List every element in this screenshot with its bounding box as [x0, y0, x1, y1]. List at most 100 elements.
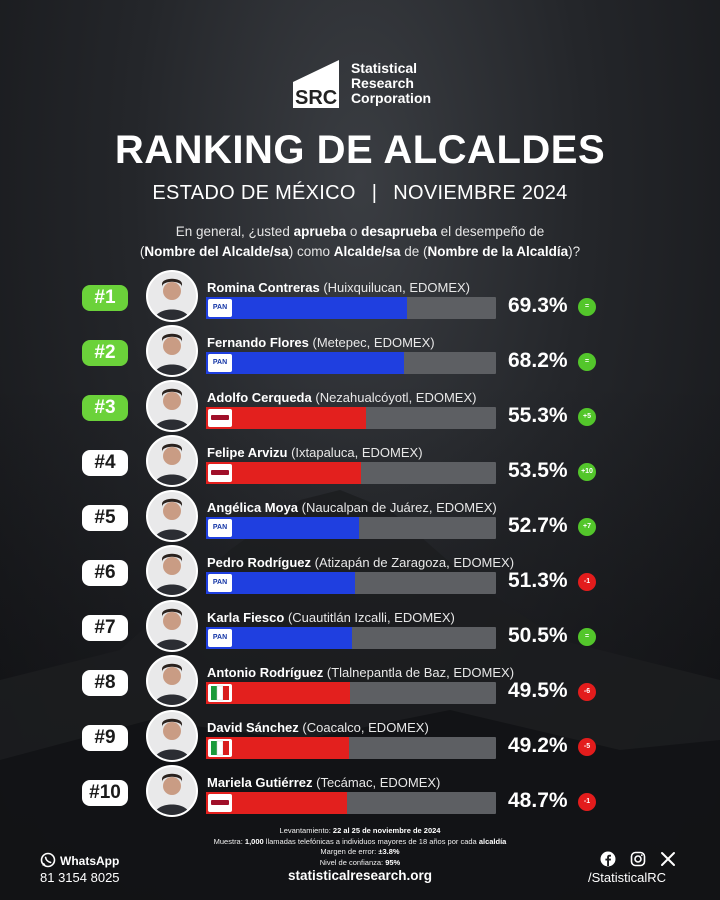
candidate-location: (Atizapán de Zaragoza, EDOMEX)	[314, 555, 515, 570]
ranking-row: #8 Antonio Rodríguez (Tlalnepantla de Baz…	[0, 655, 720, 710]
avatar	[146, 490, 198, 542]
morena-logo-icon	[208, 794, 232, 812]
change-badge: +5	[578, 408, 596, 426]
social-icons	[600, 851, 676, 872]
change-badge: -5	[578, 738, 596, 756]
bar-track	[206, 737, 496, 759]
change-badge: =	[578, 628, 596, 646]
change-badge: +10	[578, 463, 596, 481]
candidate-location: (Nezahualcóyotl, EDOMEX)	[315, 390, 477, 405]
approval-value: 48.7%	[508, 789, 568, 812]
candidate-label: Adolfo Cerqueda (Nezahualcóyotl, EDOMEX)	[207, 390, 476, 405]
src-logo-icon: SRC	[289, 56, 343, 110]
approval-bar	[206, 517, 359, 539]
rank-badge: #4	[82, 450, 128, 476]
whatsapp-phone[interactable]: 81 3154 8025	[40, 870, 120, 885]
candidate-location: (Tlalnepantla de Baz, EDOMEX)	[326, 665, 515, 680]
avatar	[146, 545, 198, 597]
svg-text:SRC: SRC	[295, 87, 337, 109]
bar-track: PAN	[206, 352, 496, 374]
candidate-label: Felipe Arvizu (Ixtapaluca, EDOMEX)	[207, 445, 423, 460]
brand-name: Statistical Research Corporation	[350, 59, 432, 106]
avatar	[146, 325, 198, 377]
bar-track: PAN	[206, 297, 496, 319]
morena-logo-icon	[208, 409, 232, 427]
avatar	[146, 710, 198, 762]
bar-track: PAN	[206, 627, 496, 649]
website-link[interactable]: statisticalresearch.org	[287, 868, 433, 883]
page-subtitle: ESTADO DE MÉXICO | NOVIEMBRE 2024	[152, 182, 568, 204]
ranking-row: #9 David Sánchez (Coacalco, EDOMEX) 49.2% -…	[0, 710, 720, 765]
approval-value: 52.7%	[508, 514, 568, 537]
candidate-label: Romina Contreras (Huixquilucan, EDOMEX)	[207, 280, 470, 295]
candidate-label: Antonio Rodríguez (Tlalnepantla de Baz, …	[207, 665, 514, 680]
avatar	[146, 380, 198, 432]
approval-bar	[206, 572, 355, 594]
rank-badge: #7	[82, 615, 128, 641]
candidate-name: Karla Fiesco	[207, 610, 285, 625]
social-handle[interactable]: /StatisticalRC	[588, 870, 667, 885]
whatsapp-label: WhatsApp	[60, 854, 120, 868]
pan-logo-icon: PAN	[208, 519, 232, 537]
avatar	[146, 655, 198, 707]
bar-track: PAN	[206, 517, 496, 539]
ranking-row: #2 Fernando Flores (Metepec, EDOMEX) PAN 68…	[0, 325, 720, 380]
candidate-name: Angélica Moya	[207, 500, 299, 515]
x-icon[interactable]	[660, 851, 676, 872]
rank-badge: #2	[82, 340, 128, 366]
approval-value: 49.2%	[508, 734, 568, 757]
candidate-location: (Ixtapaluca, EDOMEX)	[291, 445, 423, 460]
approval-bar	[206, 627, 353, 649]
approval-value: 51.3%	[508, 569, 568, 592]
rank-badge: #1	[82, 285, 128, 311]
pri-logo-icon	[208, 684, 232, 702]
facebook-icon[interactable]	[600, 851, 616, 872]
candidate-location: (Tecámac, EDOMEX)	[316, 775, 441, 790]
pan-logo-icon: PAN	[208, 354, 232, 372]
bar-track	[206, 792, 496, 814]
candidate-name: Romina Contreras	[207, 280, 320, 295]
instagram-icon[interactable]	[630, 851, 646, 872]
avatar	[146, 435, 198, 487]
bar-track	[206, 462, 496, 484]
change-badge: -1	[578, 793, 596, 811]
ranking-row: #7 Karla Fiesco (Cuautitlán Izcalli, EDOM…	[0, 600, 720, 655]
approval-bar	[206, 407, 367, 429]
candidate-label: Fernando Flores (Metepec, EDOMEX)	[207, 335, 435, 350]
candidate-name: Mariela Gutiérrez	[207, 775, 313, 790]
ranking-row: #5 Angélica Moya (Naucalpan de Juárez, ED…	[0, 490, 720, 545]
approval-value: 50.5%	[508, 624, 568, 647]
change-badge: -1	[578, 573, 596, 591]
candidate-label: Mariela Gutiérrez (Tecámac, EDOMEX)	[207, 775, 440, 790]
whatsapp-contact[interactable]: WhatsApp	[40, 852, 119, 871]
approval-value: 68.2%	[508, 349, 568, 372]
candidate-name: Adolfo Cerqueda	[207, 390, 312, 405]
pan-logo-icon: PAN	[208, 629, 232, 647]
brand-logo: SRC Statistical Research Corporation	[289, 56, 431, 110]
avatar	[146, 270, 198, 322]
ranking-row: #6 Pedro Rodríguez (Atizapán de Zaragoza,…	[0, 545, 720, 600]
candidate-label: David Sánchez (Coacalco, EDOMEX)	[207, 720, 429, 735]
rank-badge: #3	[82, 395, 128, 421]
approval-bar	[206, 462, 362, 484]
approval-value: 55.3%	[508, 404, 568, 427]
bar-track	[206, 407, 496, 429]
candidate-name: Antonio Rodríguez	[207, 665, 324, 680]
rank-badge: #9	[82, 725, 128, 751]
ranking-row: #3 Adolfo Cerqueda (Nezahualcóyotl, EDOME…	[0, 380, 720, 435]
pri-logo-icon	[208, 739, 232, 757]
brand-header: SRC Statistical Research Corporation	[0, 56, 720, 115]
candidate-name: Fernando Flores	[207, 335, 309, 350]
approval-value: 53.5%	[508, 459, 568, 482]
approval-value: 69.3%	[508, 294, 568, 317]
candidate-location: (Naucalpan de Juárez, EDOMEX)	[301, 500, 497, 515]
candidate-location: (Metepec, EDOMEX)	[312, 335, 435, 350]
bar-track	[206, 682, 496, 704]
candidate-label: Pedro Rodríguez (Atizapán de Zaragoza, E…	[207, 555, 514, 570]
change-badge: -6	[578, 683, 596, 701]
rank-badge: #6	[82, 560, 128, 586]
ranking-row: #10 Mariela Gutiérrez (Tecámac, EDOMEX) 48…	[0, 765, 720, 820]
approval-bar	[206, 737, 349, 759]
candidate-label: Angélica Moya (Naucalpan de Juárez, EDOM…	[207, 500, 497, 515]
survey-question: En general, ¿usted aprueba o desaprueba …	[139, 224, 581, 259]
